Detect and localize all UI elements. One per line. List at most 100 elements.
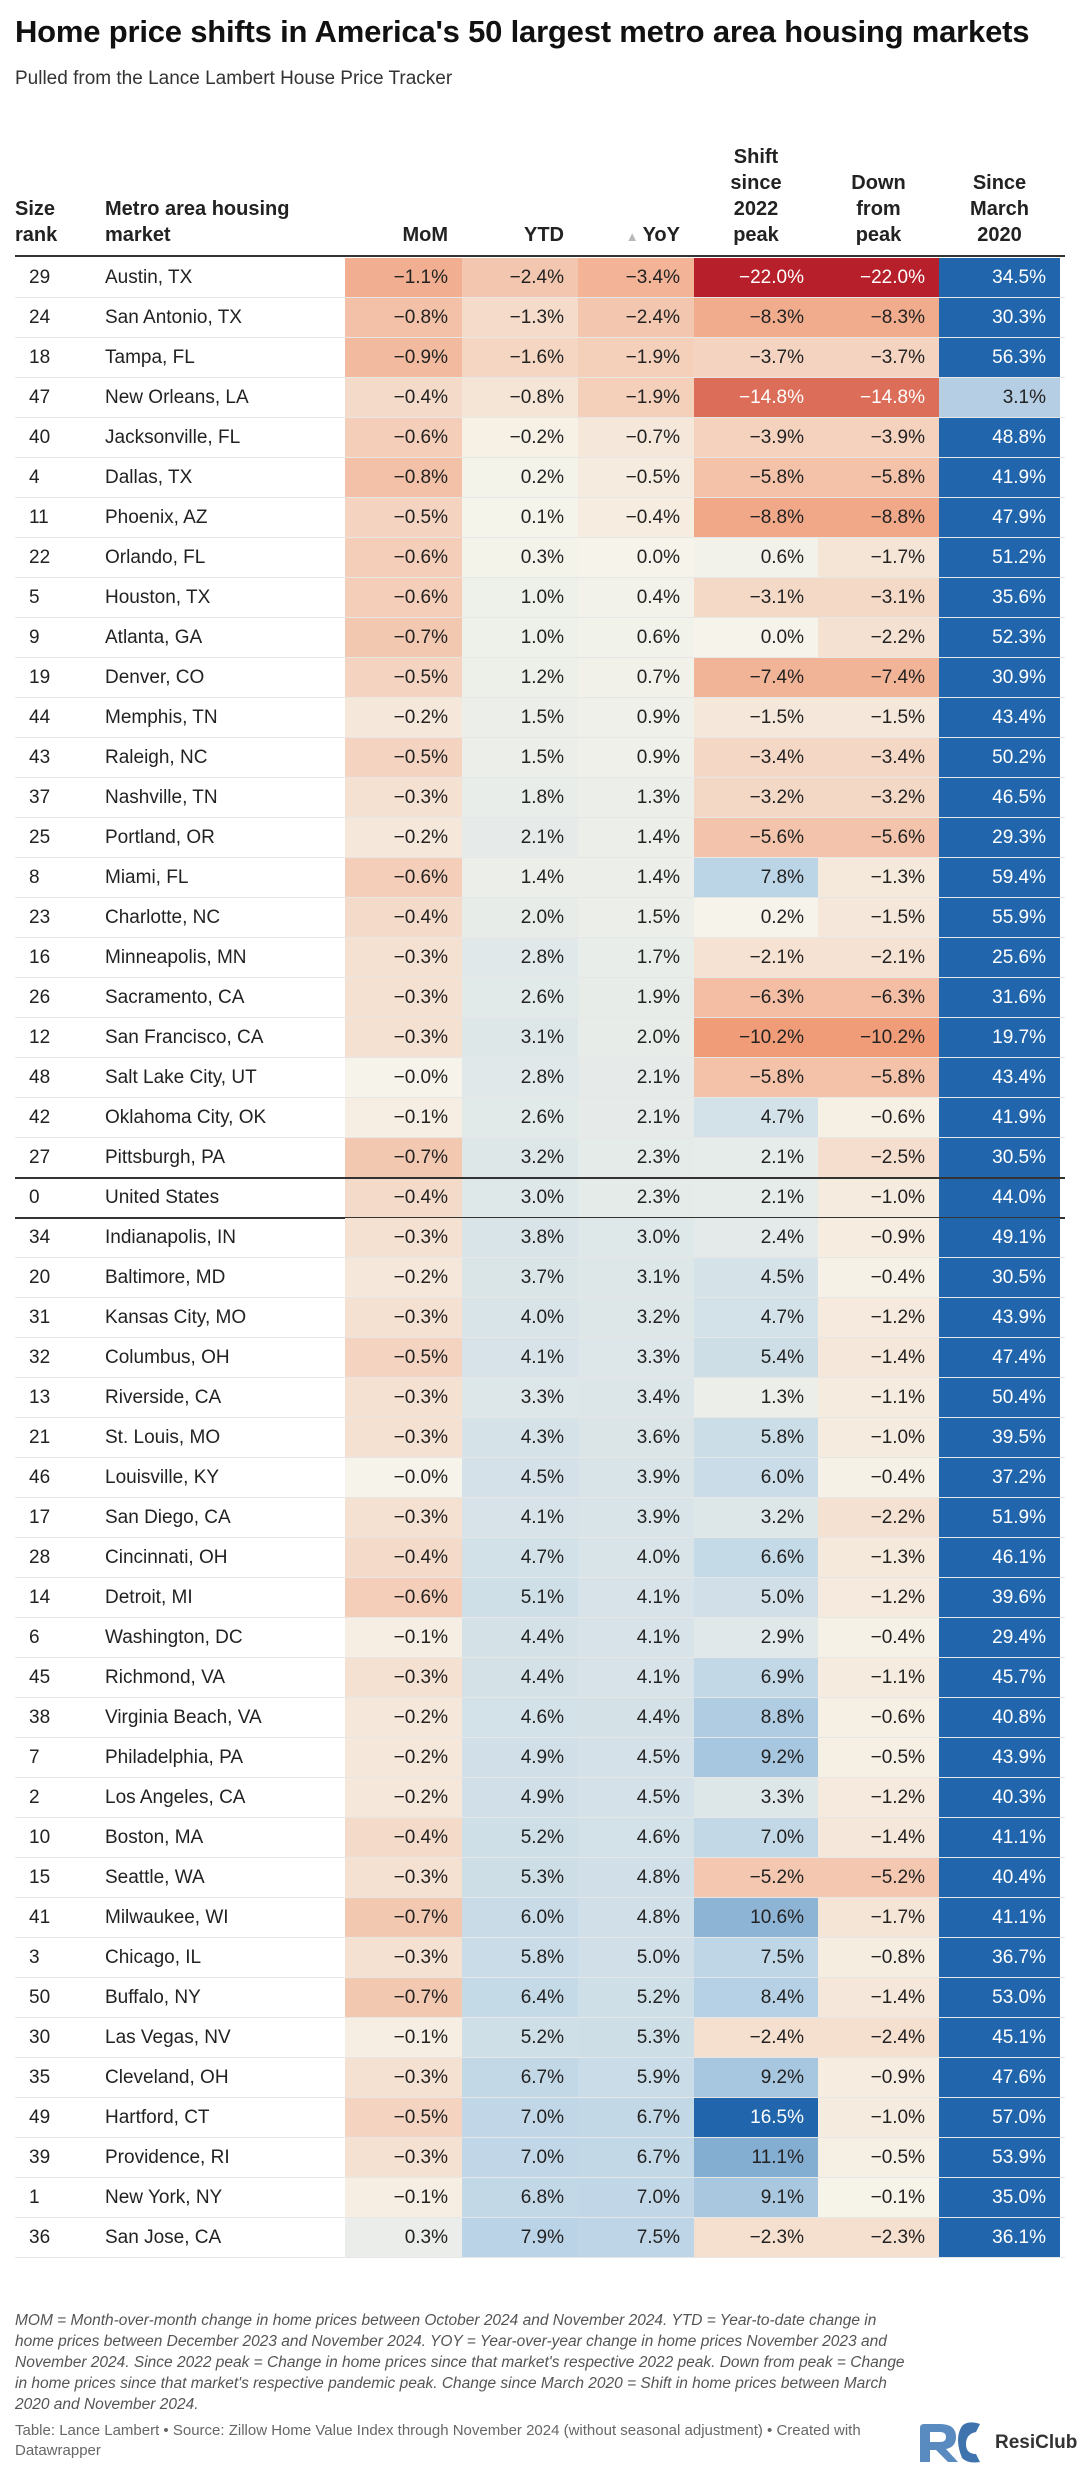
cell-rank: 24	[29, 307, 51, 328]
cell-yoy: 4.1%	[578, 1578, 694, 1618]
cell-rank: 18	[29, 347, 51, 368]
cell-down: −0.8%	[818, 1938, 939, 1978]
cell-down: −0.6%	[818, 1698, 939, 1738]
cell-shift: 7.5%	[694, 1938, 818, 1978]
cell-metro: Raleigh, NC	[105, 747, 208, 768]
cell-metro: Los Angeles, CA	[105, 1787, 246, 1808]
cell-ytd: 7.0%	[462, 2138, 578, 2178]
cell-shift: 6.9%	[694, 1658, 818, 1698]
cell-metro: Houston, TX	[105, 587, 211, 608]
header-size-rank[interactable]: Size rank	[15, 196, 105, 248]
cell-yoy: 3.4%	[578, 1378, 694, 1418]
row-divider	[15, 1017, 1065, 1018]
cell-down: −5.2%	[818, 1858, 939, 1898]
header-metro[interactable]: Metro area housing market	[105, 196, 345, 248]
header-line: 2022	[733, 198, 779, 220]
cell-since: 43.9%	[939, 1298, 1060, 1338]
cell-rank: 31	[29, 1307, 51, 1328]
cell-down: −0.5%	[818, 2138, 939, 2178]
cell-mom: −0.5%	[345, 2098, 462, 2138]
cell-yoy: 0.7%	[578, 658, 694, 698]
cell-mom: −0.9%	[345, 338, 462, 378]
cell-metro: United States	[105, 1187, 220, 1208]
cell-shift: 5.8%	[694, 1418, 818, 1458]
cell-ytd: 0.3%	[462, 538, 578, 578]
cell-yoy: 0.4%	[578, 578, 694, 618]
cell-down: −1.4%	[818, 1978, 939, 2018]
cell-since: 3.1%	[939, 378, 1060, 418]
cell-shift: −1.5%	[694, 698, 818, 738]
cell-ytd: 2.8%	[462, 938, 578, 978]
cell-rank: 39	[29, 2147, 51, 2168]
cell-yoy: 4.1%	[578, 1658, 694, 1698]
cell-metro: Sacramento, CA	[105, 987, 245, 1008]
cell-rank: 45	[29, 1667, 51, 1688]
cell-ytd: 5.1%	[462, 1578, 578, 1618]
cell-yoy: −0.4%	[578, 498, 694, 538]
cell-shift: −6.3%	[694, 978, 818, 1018]
cell-yoy: 0.9%	[578, 698, 694, 738]
row-divider	[15, 897, 1065, 898]
cell-rank: 48	[29, 1067, 51, 1088]
cell-since: 40.3%	[939, 1778, 1060, 1818]
cell-rank: 14	[29, 1587, 51, 1608]
cell-metro: Jacksonville, FL	[105, 427, 241, 448]
cell-metro: Portland, OR	[105, 827, 215, 848]
header-mom[interactable]: MoM	[345, 222, 462, 248]
cell-yoy: 3.2%	[578, 1298, 694, 1338]
row-divider	[15, 1937, 1065, 1938]
cell-ytd: −2.4%	[462, 258, 578, 298]
cell-ytd: 6.8%	[462, 2178, 578, 2218]
cell-metro: Nashville, TN	[105, 787, 218, 808]
header-yoy[interactable]: ▲ YoY	[578, 222, 694, 250]
cell-rank: 6	[29, 1627, 40, 1648]
cell-down: −1.7%	[818, 1898, 939, 1938]
cell-shift: −5.8%	[694, 458, 818, 498]
cell-rank: 46	[29, 1467, 51, 1488]
cell-ytd: 4.4%	[462, 1618, 578, 1658]
cell-rank: 40	[29, 427, 51, 448]
cell-yoy: 1.9%	[578, 978, 694, 1018]
cell-yoy: 5.3%	[578, 2018, 694, 2058]
row-divider	[15, 2097, 1065, 2098]
cell-rank: 50	[29, 1987, 51, 2008]
cell-down: −14.8%	[818, 378, 939, 418]
row-divider	[15, 457, 1065, 458]
cell-since: 25.6%	[939, 938, 1060, 978]
cell-rank: 35	[29, 2067, 51, 2088]
cell-since: 41.9%	[939, 458, 1060, 498]
cell-metro: San Diego, CA	[105, 1507, 231, 1528]
header-line: YoY	[642, 224, 680, 246]
cell-down: −0.4%	[818, 1458, 939, 1498]
cell-yoy: 2.3%	[578, 1178, 694, 1218]
cell-metro: Tampa, FL	[105, 347, 195, 368]
header-since-march-2020[interactable]: Since March 2020	[939, 170, 1060, 248]
cell-ytd: −1.6%	[462, 338, 578, 378]
header-down-from-peak[interactable]: Down from peak	[818, 170, 939, 248]
cell-shift: −22.0%	[694, 258, 818, 298]
resiclub-logo-icon	[920, 2422, 980, 2463]
cell-ytd: 2.1%	[462, 818, 578, 858]
cell-metro: Philadelphia, PA	[105, 1747, 244, 1768]
cell-metro: Phoenix, AZ	[105, 507, 208, 528]
cell-rank: 4	[29, 467, 40, 488]
cell-yoy: 2.1%	[578, 1058, 694, 1098]
cell-metro: New Orleans, LA	[105, 387, 249, 408]
cell-yoy: 3.0%	[578, 1218, 694, 1258]
cell-mom: 0.3%	[345, 2218, 462, 2258]
cell-ytd: 7.9%	[462, 2218, 578, 2258]
cell-shift: 9.2%	[694, 2058, 818, 2098]
header-ytd[interactable]: YTD	[462, 222, 578, 248]
cell-rank: 10	[29, 1827, 51, 1848]
header-shift-since-2022-peak[interactable]: Shift since 2022 peak	[694, 144, 818, 248]
cell-ytd: 4.1%	[462, 1498, 578, 1538]
cell-metro: San Francisco, CA	[105, 1027, 264, 1048]
cell-down: −5.8%	[818, 458, 939, 498]
cell-rank: 43	[29, 747, 51, 768]
cell-mom: −0.6%	[345, 538, 462, 578]
cell-ytd: 4.0%	[462, 1298, 578, 1338]
cell-since: 44.0%	[939, 1178, 1060, 1218]
header-line: YTD	[524, 224, 564, 246]
cell-yoy: 4.8%	[578, 1898, 694, 1938]
cell-ytd: 6.0%	[462, 1898, 578, 1938]
